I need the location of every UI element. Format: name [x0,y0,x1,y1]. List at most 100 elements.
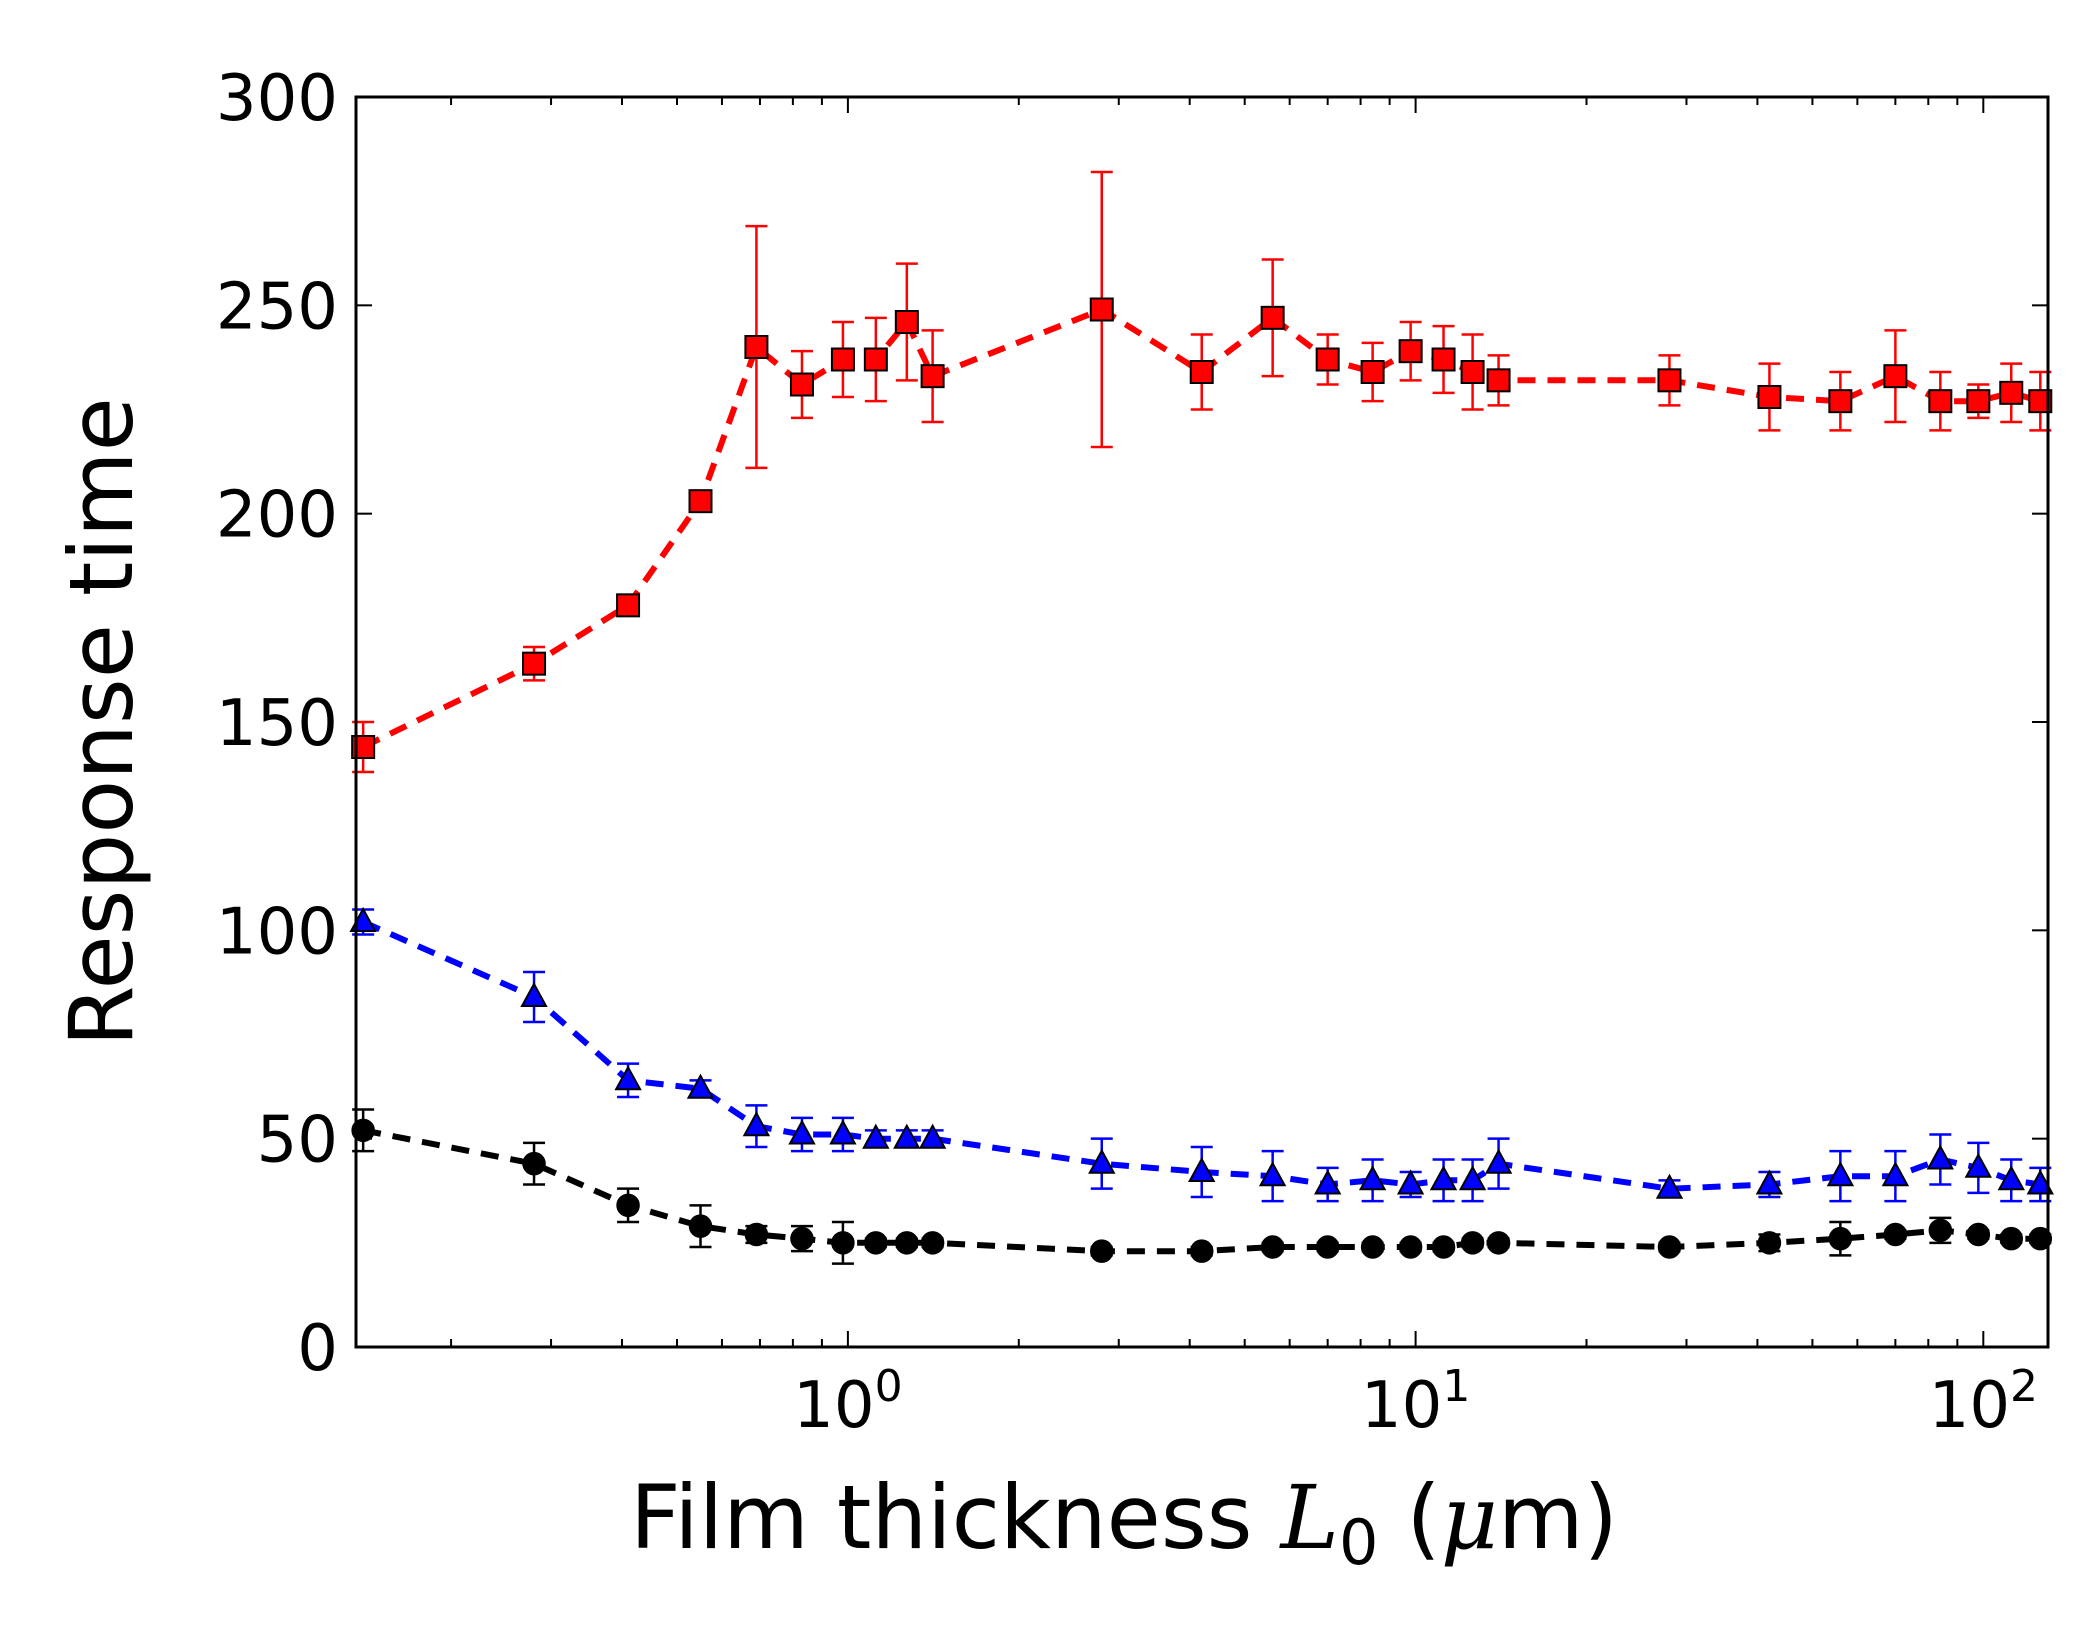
data-point-circle [1828,1226,1853,1251]
data-point-square [1089,297,1114,322]
data-point-circle [790,1226,814,1251]
data-point-circle [895,1231,919,1255]
data-point-triangle [862,1123,890,1149]
data-point-circle [1486,1231,1511,1255]
data-point-triangle [1429,1165,1458,1191]
x-axis-ticks: 100 101 102 [450,97,2038,1443]
data-point-triangle [2026,1169,2054,1195]
data-point-triangle [686,1073,715,1099]
data-point-circle [1928,1218,1953,1243]
data-point-square [1260,305,1285,330]
data-point-circle [920,1231,945,1255]
data-point-square [616,593,641,618]
data-point-square [1315,347,1340,372]
data-point-triangle [1655,1173,1684,1199]
y-tick-label: 0 [297,1312,338,1386]
data-point-triangle [1088,1148,1116,1174]
data-point-triangle [1358,1165,1387,1191]
data-point-triangle [1188,1156,1216,1182]
data-point-square [1999,380,2024,405]
data-point-triangle [1755,1169,1784,1195]
data-point-square [894,310,919,334]
data-point-square [1431,347,1456,372]
data-point-square [2028,389,2053,414]
x-tick-label: 102 [1929,1361,2038,1443]
data-point-triangle [893,1123,921,1149]
y-axis-ticks: 0 50 100 150 200 250 300 [216,62,2048,1386]
data-point-circle [1189,1239,1214,1263]
data-point-square [920,364,945,389]
data-point-square [1360,360,1385,384]
data-point-circle [1657,1235,1682,1259]
series-line [362,1127,2041,1255]
data-point-square [1398,339,1423,364]
data-point-square [744,335,769,359]
series-blue-triangles [349,906,2054,1203]
data-series [349,170,2054,1265]
data-point-triangle [1964,1152,1992,1178]
data-point-square [522,651,547,676]
y-tick-label: 300 [216,62,338,136]
data-point-square [1189,360,1214,384]
data-point-square [1928,389,1953,414]
data-point-square [1828,389,1853,414]
data-point-circle [351,1118,375,1143]
data-point-circle [688,1214,713,1238]
data-point-circle [1315,1235,1340,1259]
series-red-squares [351,170,2053,774]
y-tick-label: 150 [216,687,338,761]
data-point-circle [522,1151,546,1176]
data-point-circle [1260,1235,1285,1259]
data-point-circle [1398,1235,1423,1259]
data-point-circle [1460,1231,1485,1255]
data-point-square [789,372,814,397]
data-point-triangle [1484,1148,1513,1174]
data-point-triangle [1826,1161,1855,1187]
data-point-circle [2028,1226,2053,1251]
data-point-square [1657,368,1682,393]
data-point-circle [1360,1235,1385,1259]
y-tick-label: 100 [216,895,338,969]
data-point-circle [1090,1239,1114,1263]
data-point-triangle [742,1111,771,1137]
data-point-square [1966,389,1991,414]
data-point-triangle [918,1123,947,1149]
data-point-triangle [829,1119,857,1145]
data-point-square [830,347,855,372]
plot-frame [354,95,2050,1349]
data-point-triangle [1881,1161,1910,1187]
data-point-triangle [788,1119,816,1145]
y-axis-title: Response time [50,397,153,1046]
data-point-triangle [614,1065,642,1091]
data-point-square [688,489,713,514]
data-point-circle [864,1231,888,1255]
data-point-square [1486,368,1511,393]
data-point-triangle [1258,1161,1287,1187]
data-point-triangle [1458,1165,1487,1191]
data-point-circle [744,1222,769,1247]
data-point-triangle [1314,1169,1342,1195]
data-point-circle [1883,1222,1908,1247]
data-point-triangle [1926,1144,1954,1170]
data-point-circle [1966,1222,1991,1247]
data-point-circle [1431,1235,1456,1259]
y-tick-label: 50 [257,1104,338,1178]
data-point-square [1460,360,1485,384]
y-tick-label: 200 [216,479,338,553]
series-black-circles [351,1108,2053,1265]
data-point-square [1883,364,1908,389]
data-point-circle [831,1231,855,1255]
data-point-circle [1999,1226,2024,1251]
data-point-square [351,735,376,759]
data-point-triangle [520,981,548,1007]
data-point-square [1757,385,1782,409]
data-point-square [863,347,888,372]
data-point-triangle [1997,1165,2025,1191]
y-tick-label: 250 [216,270,338,344]
x-axis-title: Film thickness L0 (μm) [630,1466,1618,1579]
x-tick-label: 100 [793,1361,902,1443]
data-point-triangle [1396,1169,1425,1195]
x-tick-label: 101 [1361,1361,1470,1443]
data-point-circle [616,1193,640,1218]
